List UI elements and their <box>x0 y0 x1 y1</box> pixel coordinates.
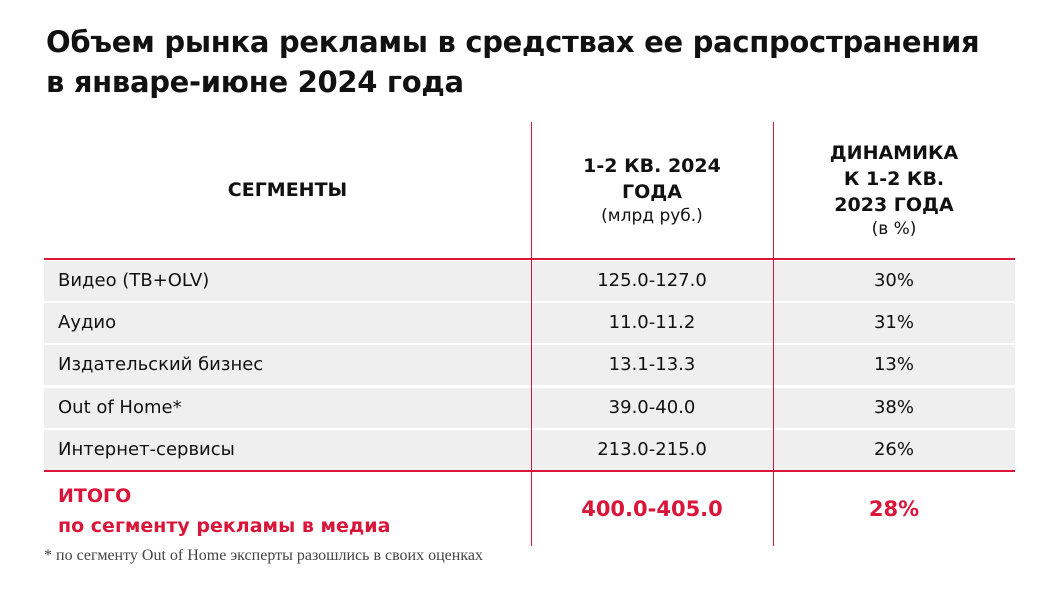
segment-cell: Видео (ТВ+OLV) <box>58 270 210 291</box>
total-row: ИТОГО по сегменту рекламы в медиа 400.0-… <box>44 473 1015 546</box>
table-row: Аудио 11.0-11.2 31% <box>44 303 1015 344</box>
change-cell: 13% <box>873 354 914 376</box>
table-row: Out of Home* 39.0-40.0 38% <box>44 387 1015 428</box>
header-segments-label: СЕГМЕНТЫ <box>227 179 348 201</box>
total-divider <box>44 470 1015 472</box>
segment-cell: Интернет-сервисы <box>58 438 235 460</box>
table-header: СЕГМЕНТЫ 1-2 КВ. 2024 ГОДА (млрд руб.) Д… <box>44 122 1015 258</box>
header-volume-line: ГОДА <box>622 181 682 203</box>
header-change-line: 2023 ГОДА <box>834 194 954 216</box>
total-label-line-2: по сегменту рекламы в медиа <box>58 515 391 537</box>
total-volume: 400.0-405.0 <box>581 497 723 521</box>
title-line-1: Объем рынка рекламы в средствах ее распр… <box>46 25 980 59</box>
column-divider <box>773 122 774 546</box>
title-line-2: в январе-июне 2024 года <box>46 65 464 99</box>
header-segments: СЕГМЕНТЫ <box>44 122 531 258</box>
table-row: Издательский бизнес 13.1-13.3 13% <box>44 345 1015 386</box>
total-label: ИТОГО по сегменту рекламы в медиа <box>58 481 390 541</box>
change-cell: 38% <box>873 396 914 418</box>
footnote: * по сегменту Out of Home эксперты разош… <box>44 547 483 564</box>
change-cell: 30% <box>873 270 914 291</box>
volume-cell: 125.0-127.0 <box>597 270 707 291</box>
header-volume: 1-2 КВ. 2024 ГОДА (млрд руб.) <box>531 122 773 258</box>
column-divider <box>531 122 532 546</box>
segment-cell: Аудио <box>58 312 117 334</box>
segment-cell: Издательский бизнес <box>58 354 264 376</box>
header-change-line: ДИНАМИКА <box>829 142 959 164</box>
header-change: ДИНАМИКА К 1-2 КВ. 2023 ГОДА (в %) <box>773 122 1015 258</box>
table-row: Интернет-сервисы 213.0-215.0 26% <box>44 429 1015 470</box>
volume-cell: 13.1-13.3 <box>608 354 696 376</box>
change-cell: 31% <box>873 312 914 334</box>
total-label-line-1: ИТОГО <box>58 485 132 507</box>
volume-cell: 39.0-40.0 <box>608 396 696 418</box>
segment-cell: Out of Home* <box>58 396 182 418</box>
header-volume-unit: (млрд руб.) <box>601 206 703 226</box>
volume-cell: 213.0-215.0 <box>597 438 707 460</box>
header-change-unit: (в %) <box>871 219 917 239</box>
table-row: Видео (ТВ+OLV) 125.0-127.0 30% <box>44 261 1015 301</box>
page-title: Объем рынка рекламы в средствах ее распр… <box>46 22 980 102</box>
volume-cell: 11.0-11.2 <box>608 312 696 334</box>
total-change: 28% <box>868 497 920 521</box>
header-change-line: К 1-2 КВ. <box>843 168 945 190</box>
change-cell: 26% <box>873 438 914 460</box>
header-volume-line: 1-2 КВ. 2024 <box>583 155 721 177</box>
header-divider <box>44 258 1015 260</box>
